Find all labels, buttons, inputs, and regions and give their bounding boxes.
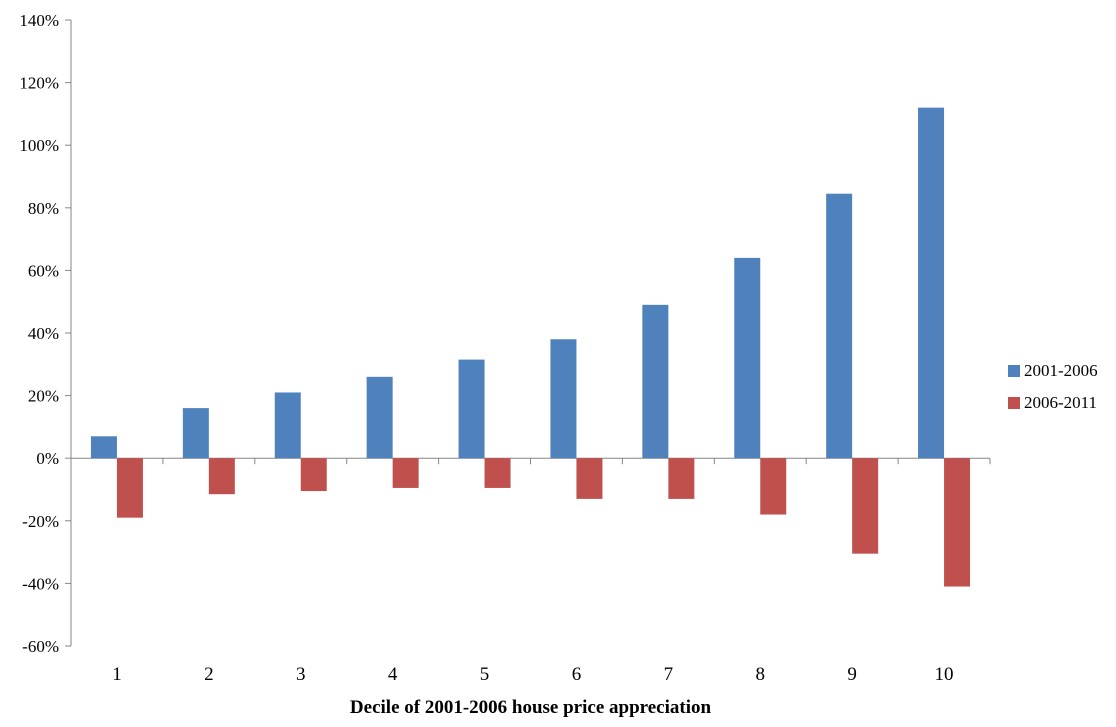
y-tick-label: 140% [19, 11, 59, 30]
bars-group [90, 107, 971, 587]
y-tick-label: -20% [22, 512, 59, 531]
bar-2001-2006-2 [182, 408, 209, 459]
bar-2006-2011-4 [392, 458, 419, 488]
x-category-label: 7 [664, 664, 674, 685]
y-tick-label: 20% [28, 387, 59, 406]
bar-2006-2011-1 [116, 458, 143, 518]
x-category-label: 5 [480, 664, 490, 685]
legend-swatch-2001-2006 [1008, 365, 1020, 377]
legend: 2001-2006 2006-2011 [1008, 361, 1098, 412]
y-tick-label: 100% [19, 136, 59, 155]
labels-group: -60% -40% -20% 0% 20% 40% 60% 80% 100% 120% 140% 1 2… [19, 11, 953, 685]
bar-2006-2011-3 [300, 458, 327, 492]
y-tick-label: -60% [22, 637, 59, 656]
y-tick-label: 80% [28, 199, 59, 218]
bar-2001-2006-5 [458, 359, 485, 459]
y-tick-label: -40% [22, 574, 59, 593]
legend-label-2001-2006: 2001-2006 [1024, 361, 1098, 380]
bar-2001-2006-4 [366, 376, 393, 459]
x-category-label: 4 [388, 664, 398, 685]
y-tick-label: 40% [28, 324, 59, 343]
x-category-label: 2 [204, 664, 214, 685]
bar-2001-2006-1 [90, 436, 117, 459]
y-tick-label: 60% [28, 261, 59, 280]
x-category-label: 10 [935, 664, 954, 685]
bar-2006-2011-7 [668, 458, 695, 499]
bar-2006-2011-6 [576, 458, 603, 499]
x-category-label: 8 [756, 664, 766, 685]
x-category-label: 6 [572, 664, 582, 685]
bar-2001-2006-7 [642, 304, 669, 459]
bar-2001-2006-10 [918, 107, 945, 459]
legend-swatch-2006-2011 [1008, 397, 1020, 409]
x-axis-title: Decile of 2001-2006 house price apprecia… [350, 697, 712, 718]
x-category-label: 9 [847, 664, 857, 685]
bar-2006-2011-2 [208, 458, 235, 495]
bar-2001-2006-6 [550, 339, 577, 459]
y-tick-label: 120% [19, 74, 59, 93]
bar-2001-2006-3 [274, 392, 301, 459]
x-category-label: 1 [112, 664, 122, 685]
y-tick-label: 0% [36, 449, 59, 468]
bar-2006-2011-9 [852, 458, 879, 554]
legend-label-2006-2011: 2006-2011 [1024, 393, 1097, 412]
x-category-label: 3 [296, 664, 306, 685]
bar-2006-2011-5 [484, 458, 511, 488]
bar-2001-2006-8 [734, 257, 761, 459]
bar-2001-2006-9 [826, 193, 853, 459]
bar-2006-2011-10 [944, 458, 971, 587]
bar-2006-2011-8 [760, 458, 787, 515]
